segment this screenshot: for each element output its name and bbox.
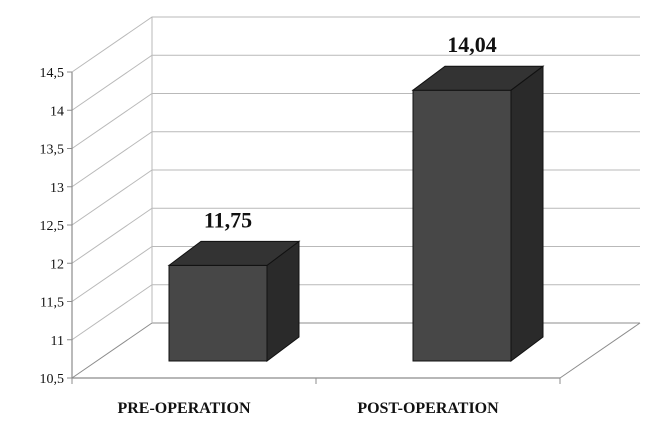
gridline — [71, 169, 640, 226]
y-tick-label: 12 — [50, 257, 64, 272]
bar-value-label: 11,75 — [204, 207, 252, 232]
y-tick-label: 14 — [50, 104, 64, 119]
y-tick-label: 10,5 — [40, 372, 65, 387]
gridline — [71, 322, 640, 379]
gridline — [71, 207, 640, 264]
bar-front — [168, 264, 268, 362]
y-tick-label: 11 — [51, 334, 64, 349]
bar-top — [167, 240, 301, 266]
x-category-label: POST-OPERATION — [357, 400, 499, 416]
gridline — [71, 16, 640, 73]
axis-layer: 10,5 11 11,5 12 12,5 13 13,5 14 14,5 — [40, 66, 641, 387]
gridline — [71, 284, 640, 341]
gridline — [71, 131, 640, 188]
y-tick-label: 11,5 — [40, 296, 64, 311]
bar-top — [411, 65, 545, 91]
bar-value-label: 14,04 — [447, 32, 497, 57]
bars-layer — [167, 65, 545, 362]
y-tick-label: 13 — [50, 181, 64, 196]
gridline — [71, 246, 640, 302]
floor-right-edge — [559, 322, 641, 379]
grid-layer — [71, 16, 640, 379]
labels-layer: 11,75 PRE-OPERATION 14,04 POST-OPERATION — [117, 32, 499, 417]
gridline — [71, 93, 640, 149]
gridline — [71, 54, 640, 111]
y-tick-label: 14,5 — [40, 66, 65, 81]
x-category-label: PRE-OPERATION — [117, 400, 250, 416]
bar-front — [412, 89, 512, 362]
y-tick-label: 13,5 — [40, 143, 65, 158]
y-tick-label: 12,5 — [40, 219, 65, 234]
bar-side — [510, 65, 544, 362]
